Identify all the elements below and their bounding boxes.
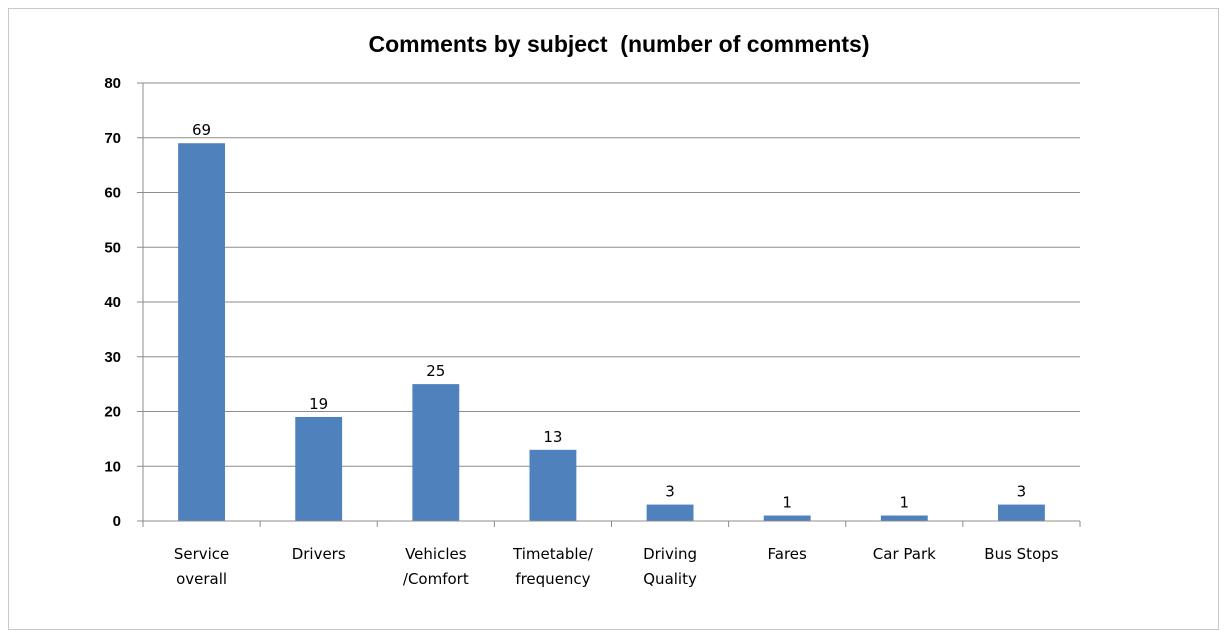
x-tick-label-line: Service [174, 545, 229, 563]
x-tick-label-line: Car Park [873, 545, 936, 563]
x-tick-label: Service overall [174, 545, 229, 588]
y-tick-label: 50 [104, 239, 121, 256]
bar [412, 384, 460, 521]
x-tick-label-line: Bus Stops [984, 545, 1058, 563]
data-label: 3 [1017, 483, 1027, 501]
x-tick-label-line: Vehicles [405, 545, 467, 563]
x-axis: Service overall Drivers Vehicles/Comfort Tim… [142, 520, 1081, 588]
data-label: 1 [782, 494, 792, 512]
y-tick-label: 70 [104, 130, 121, 147]
x-tick-label: Drivers [292, 545, 346, 563]
x-tick-label-line: Timetable/ [512, 545, 594, 563]
x-tick-label: Bus Stops [984, 545, 1058, 563]
y-tick-label: 60 [104, 185, 121, 202]
bars [178, 143, 1045, 521]
bar [295, 416, 343, 521]
x-tick-label: Vehicles/Comfort [403, 545, 469, 588]
x-tick-label: Driving Quality [643, 545, 697, 588]
data-label: 13 [543, 428, 562, 446]
bar [880, 515, 928, 521]
bar [763, 515, 811, 521]
y-tick-label: 30 [104, 349, 121, 366]
y-tick-label: 20 [104, 404, 121, 421]
x-tick-label-line: /Comfort [403, 570, 469, 588]
x-tick-label-line: Fares [768, 545, 808, 563]
y-tick-label: 10 [104, 458, 121, 475]
bar [998, 504, 1045, 521]
data-label: 1 [900, 494, 910, 512]
data-label: 19 [309, 395, 328, 413]
data-label: 69 [192, 121, 211, 139]
y-tick-label: 80 [104, 75, 121, 92]
x-tick-label-line: overall [176, 570, 227, 588]
data-label: 25 [426, 362, 445, 380]
bar [529, 449, 577, 521]
x-tick-label: Car Park [873, 545, 936, 563]
bar [646, 504, 694, 521]
x-tick-label-line: Driving [643, 545, 697, 563]
x-tick-label: Fares [768, 545, 808, 563]
x-tick-label-line: Quality [643, 570, 697, 588]
x-tick-label-line: Drivers [292, 545, 346, 563]
chart-title: Comments by subject (number of comments) [369, 31, 870, 57]
y-tick-label: 40 [104, 294, 121, 311]
bar [178, 143, 225, 521]
x-tick-label: Timetable/frequency [512, 545, 594, 588]
x-tick-label-line: frequency [515, 570, 590, 588]
gridlines [143, 82, 1080, 467]
y-tick-label: 0 [113, 513, 121, 530]
y-axis: 0 10 20 30 40 50 60 70 80 [104, 75, 144, 530]
data-label: 3 [665, 483, 675, 501]
